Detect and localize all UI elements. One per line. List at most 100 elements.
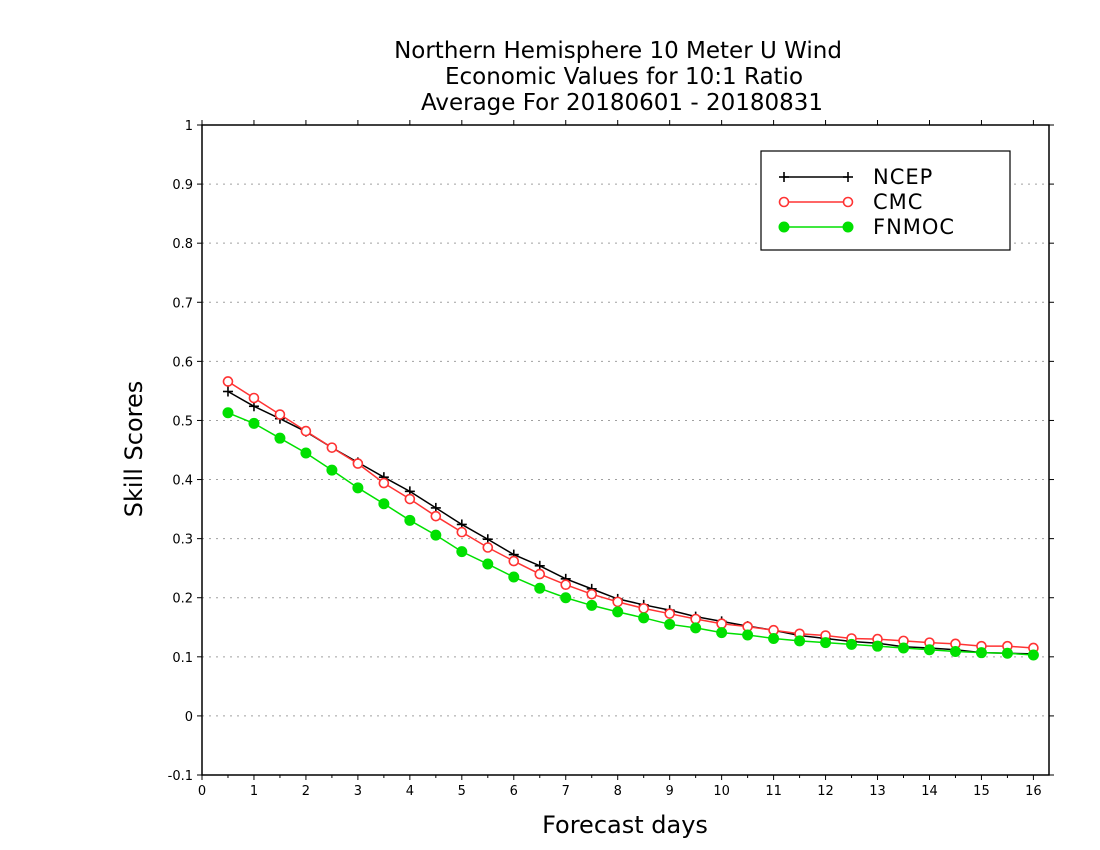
point-cmc: [534, 568, 546, 580]
point-fnmoc: [248, 417, 260, 429]
point-fnmoc: [638, 612, 650, 624]
title-line-2: Economic Values for 10:1 Ratio: [445, 64, 803, 90]
point-fnmoc: [923, 644, 935, 656]
point-fnmoc: [794, 635, 806, 647]
point-fnmoc: [872, 640, 884, 652]
title-line-3: Average For 20180601 - 20180831: [421, 90, 823, 116]
point-fnmoc: [846, 638, 858, 650]
x-tick-label: 10: [713, 784, 730, 799]
y-tick-label: 0.6: [172, 355, 193, 370]
point-cmc: [378, 477, 390, 489]
y-tick-label: 0.2: [172, 592, 193, 607]
point-cmc: [716, 618, 727, 630]
y-tick-label: -0.1: [168, 769, 193, 784]
x-tick-label: 2: [302, 784, 310, 799]
point-ncep: [222, 386, 233, 397]
x-tick-label: 0: [198, 784, 206, 799]
y-tick-label: 0.4: [172, 474, 193, 489]
point-cmc: [560, 579, 572, 591]
point-fnmoc: [430, 529, 442, 541]
point-fnmoc: [378, 498, 390, 510]
point-fnmoc: [586, 599, 598, 611]
legend-box: [760, 150, 1011, 251]
title-line-1: Northern Hemisphere 10 Meter U Wind: [394, 38, 842, 64]
legend-marker-start-fnmoc: [778, 221, 790, 233]
point-cmc: [430, 510, 442, 522]
x-tick-label: 4: [406, 784, 414, 799]
legend-label-cmc: CMC: [873, 190, 923, 214]
point-fnmoc: [352, 482, 364, 494]
x-tick-label: 11: [765, 784, 782, 799]
point-fnmoc: [482, 558, 494, 570]
y-tick-label: 0.3: [172, 533, 193, 548]
point-fnmoc: [404, 514, 416, 526]
point-fnmoc: [534, 582, 546, 594]
point-fnmoc: [1001, 647, 1013, 659]
point-cmc: [456, 526, 468, 538]
legend-marker-end-ncep: [843, 172, 853, 182]
legend-label-fnmoc: FNMOC: [873, 215, 955, 239]
point-cmc: [274, 409, 286, 420]
y-tick-label: 0.7: [172, 296, 193, 311]
point-fnmoc: [1027, 649, 1039, 661]
x-tick-label: 14: [921, 784, 938, 799]
y-tick-label: 0.1: [172, 651, 193, 666]
y-tick-label: 0.5: [172, 414, 193, 429]
point-fnmoc: [456, 546, 468, 558]
x-tick-label: 6: [510, 784, 518, 799]
point-fnmoc: [898, 642, 910, 654]
grid: [202, 183, 1049, 717]
plot-frame: [201, 124, 1050, 776]
legend-marker-end-cmc: [842, 196, 854, 208]
point-cmc: [612, 596, 624, 608]
legend-label-ncep: NCEP: [873, 165, 933, 189]
point-fnmoc: [690, 622, 702, 634]
y-tick-label: 0.8: [172, 237, 193, 252]
x-tick-label: 16: [1025, 784, 1042, 799]
point-cmc: [326, 442, 338, 453]
x-tick-label: 13: [869, 784, 886, 799]
point-fnmoc: [612, 606, 624, 618]
point-fnmoc: [508, 571, 520, 583]
axis-ticks: -0.100.10.20.30.40.50.60.70.80.910 1 2 3 4 5 6…: [168, 119, 1054, 799]
x-tick-label: 15: [973, 784, 990, 799]
point-fnmoc: [664, 618, 676, 630]
legend-marker-start-cmc: [778, 196, 790, 208]
x-tick-label: 8: [614, 784, 622, 799]
series-line-cmc: [227, 380, 1034, 649]
point-cmc: [404, 493, 416, 505]
point-fnmoc: [222, 407, 234, 419]
point-cmc: [664, 608, 675, 619]
point-cmc: [300, 425, 312, 437]
point-cmc: [222, 376, 234, 387]
point-cmc: [690, 613, 701, 625]
point-cmc: [482, 542, 494, 553]
chart-title: Northern Hemisphere 10 Meter U Wind Econ…: [394, 38, 842, 116]
y-axis-label: Skill Scores: [120, 381, 148, 518]
x-tick-label: 5: [458, 784, 466, 799]
x-tick-label: 9: [666, 784, 674, 799]
y-tick-label: 1: [185, 119, 193, 134]
point-fnmoc: [768, 633, 780, 644]
point-cmc: [638, 603, 649, 614]
y-tick-label: 0.9: [172, 178, 193, 193]
legend-marker-end-fnmoc: [842, 221, 854, 233]
x-tick-label: 7: [562, 784, 570, 799]
point-fnmoc: [326, 464, 338, 476]
point-cmc: [352, 458, 364, 469]
x-tick-label: 12: [817, 784, 834, 799]
point-fnmoc: [274, 432, 286, 444]
legend-marker-start-ncep: [779, 172, 789, 182]
point-fnmoc: [742, 629, 754, 641]
point-fnmoc: [560, 592, 572, 604]
x-axis-label: Forecast days: [542, 811, 708, 839]
point-fnmoc: [716, 627, 728, 639]
series-line-fnmoc: [227, 412, 1034, 656]
point-cmc: [586, 588, 598, 600]
point-fnmoc: [300, 447, 312, 459]
point-fnmoc: [949, 646, 961, 657]
point-fnmoc: [975, 647, 987, 659]
point-fnmoc: [820, 637, 832, 649]
